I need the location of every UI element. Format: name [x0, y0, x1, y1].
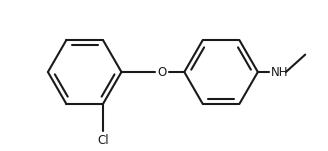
Text: Cl: Cl: [97, 134, 109, 147]
Text: NH: NH: [270, 66, 288, 79]
Text: O: O: [157, 66, 167, 79]
